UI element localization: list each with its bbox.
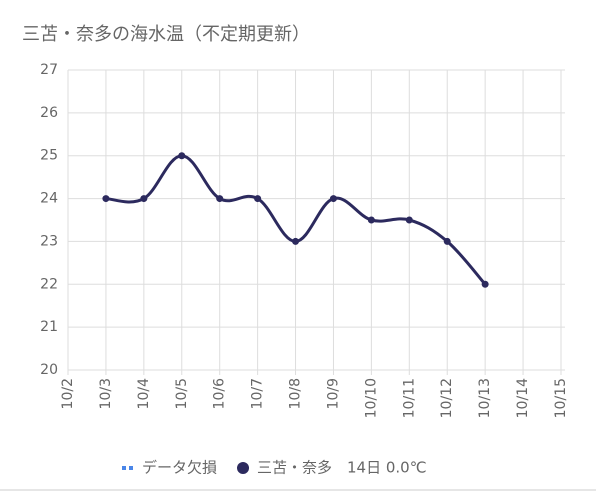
- data-point: [102, 195, 110, 203]
- y-tick-label: 24: [40, 191, 58, 207]
- x-tick-label: 10/11: [401, 378, 417, 418]
- data-point: [329, 195, 337, 203]
- legend-item: 三苫・奈多 14日 0.0℃: [237, 459, 427, 477]
- x-tick-label: 10/6: [212, 378, 228, 410]
- data-point: [140, 195, 148, 203]
- x-tick-label: 10/13: [477, 378, 493, 418]
- legend-label: データ欠損: [142, 459, 217, 477]
- data-point: [254, 195, 262, 203]
- data-point: [216, 195, 224, 203]
- y-tick-label: 22: [40, 276, 58, 292]
- x-tick-label: 10/4: [136, 378, 152, 410]
- y-tick-label: 21: [40, 319, 58, 335]
- x-tick-label: 10/5: [174, 378, 190, 409]
- y-tick-label: 25: [40, 148, 58, 164]
- x-tick-label: 10/7: [250, 378, 266, 409]
- legend-swatch: [129, 466, 133, 470]
- x-tick-label: 10/3: [98, 378, 114, 409]
- y-tick-label: 20: [40, 362, 58, 378]
- legend-label: 三苫・奈多 14日 0.0℃: [257, 459, 427, 477]
- x-tick-label: 10/10: [363, 378, 379, 418]
- x-tick-label: 10/8: [288, 378, 304, 409]
- data-point: [178, 152, 186, 160]
- x-tick-label: 10/14: [515, 378, 531, 418]
- data-point: [405, 216, 413, 224]
- legend-swatch: [237, 462, 250, 474]
- y-tick-label: 27: [40, 62, 58, 78]
- x-tick-label: 10/15: [553, 378, 569, 418]
- legend-item: データ欠損: [122, 459, 217, 477]
- x-tick-label: 10/12: [439, 378, 455, 418]
- x-tick-label: 10/2: [60, 378, 76, 409]
- data-point: [481, 280, 489, 288]
- chart-title: 三苫・奈多の海水温（不定期更新）: [22, 24, 310, 45]
- data-point: [292, 237, 300, 245]
- y-tick-label: 23: [40, 233, 58, 249]
- data-point: [443, 237, 451, 245]
- data-point: [367, 216, 375, 224]
- x-tick-label: 10/9: [325, 378, 341, 409]
- legend-swatch: [122, 466, 126, 470]
- y-tick-label: 26: [40, 105, 58, 121]
